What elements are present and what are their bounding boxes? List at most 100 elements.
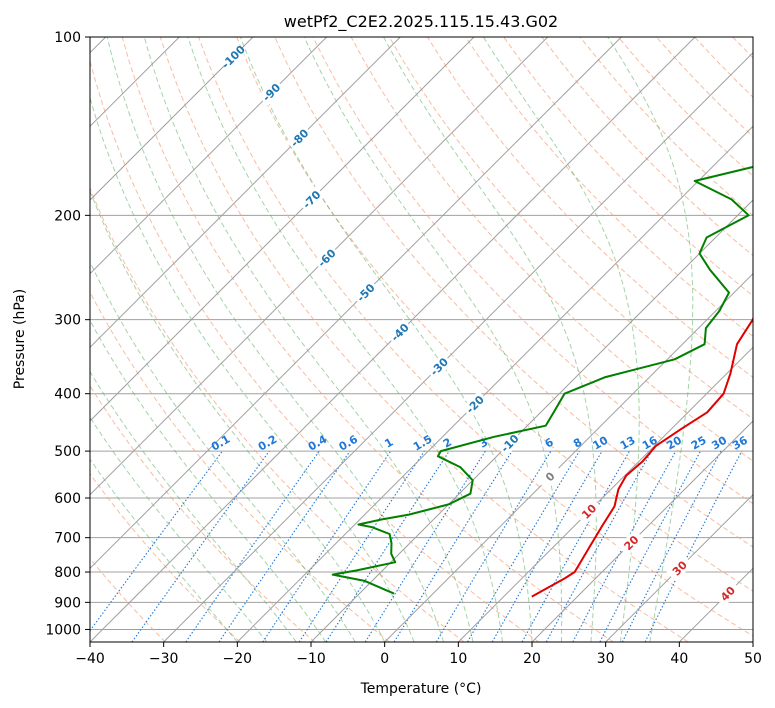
dry-adiabat — [90, 557, 166, 642]
dry-adiabat — [121, 37, 614, 642]
moist-adiabat — [187, 37, 503, 642]
x-tick-label: 50 — [744, 651, 762, 667]
dry-adiabat — [350, 37, 753, 462]
isotherm-line — [90, 37, 549, 496]
mixing-ratio-line — [131, 450, 270, 642]
dry-adiabat — [426, 37, 753, 378]
pressure-gridlines — [90, 37, 753, 630]
isotherm-line — [163, 51, 753, 642]
y-tick-label: 1000 — [45, 622, 81, 638]
mixing-ratio-line — [185, 450, 320, 642]
dry-adiabat — [503, 37, 753, 297]
dry-adiabat — [198, 37, 753, 637]
x-tick-label: −20 — [223, 651, 253, 667]
moist-adiabat — [239, 37, 533, 642]
moist-adiabat — [607, 37, 694, 642]
x-tick-label: −10 — [296, 651, 326, 667]
dry-adiabat — [90, 186, 465, 642]
mixing-ratio-lines — [90, 450, 743, 642]
y-tick-label: 100 — [54, 30, 81, 46]
temperature-line — [531, 316, 753, 598]
dry-adiabat — [90, 384, 316, 642]
dry-adiabat — [236, 37, 753, 592]
dry-adiabat — [159, 37, 689, 642]
y-tick-label: 700 — [54, 531, 81, 547]
isotherm-line — [384, 272, 753, 642]
moist-adiabat — [90, 189, 386, 642]
y-tick-label: 300 — [54, 313, 81, 329]
y-tick-label: 900 — [54, 595, 81, 611]
dry-adiabat — [90, 59, 540, 642]
y-tick-label: 200 — [54, 208, 81, 224]
isotherm-label-bg — [219, 43, 247, 71]
moist-adiabat — [90, 416, 268, 642]
x-tick-label: 30 — [597, 651, 615, 667]
isotherm-line — [90, 37, 328, 275]
x-tick-label: −30 — [149, 651, 179, 667]
profile-series — [331, 165, 753, 598]
y-tick-label: 400 — [54, 387, 81, 403]
moist-adiabat — [383, 37, 597, 642]
mixing-ratio-line — [218, 450, 351, 642]
isotherm-line — [605, 493, 753, 642]
y-axis-label: Pressure (hPa) — [12, 289, 28, 389]
isotherm-line — [310, 199, 753, 642]
isotherm-line — [457, 346, 753, 642]
mixing-ratio-line — [599, 450, 701, 642]
isotherm-label-bg — [536, 463, 564, 491]
mixing-ratio-line — [262, 450, 392, 642]
x-tick-label: 20 — [523, 651, 541, 667]
isotherm-label-bg — [714, 580, 742, 608]
y-tick-label: 500 — [54, 444, 81, 460]
mixing-ratio-line — [325, 450, 450, 642]
dry-adiabat — [90, 291, 390, 642]
isotherm-label-bg — [461, 390, 489, 418]
isotherm-label-bg — [666, 554, 693, 582]
x-tick-label: 40 — [670, 651, 688, 667]
dry-adiabat — [90, 472, 241, 642]
moist-adiabat — [90, 319, 327, 642]
mixing-ratio-line — [545, 450, 653, 642]
isotherm-line — [90, 37, 254, 201]
mixing-ratio-line — [572, 450, 677, 642]
isotherm-label-bg — [286, 124, 313, 152]
mixing-ratio-line — [644, 450, 743, 642]
plot-frame — [89, 36, 754, 643]
y-axis-ticks: 100 200 300 400 500 600 700 800 900 1000 — [45, 30, 90, 638]
mixing-ratio-line — [364, 450, 486, 642]
x-tick-label: −40 — [75, 651, 105, 667]
isotherm-label-bg — [298, 185, 326, 213]
isotherm-line — [90, 37, 475, 422]
mixing-ratio-line — [521, 450, 630, 642]
chart-title: wetPf2_C2E2.2025.115.15.43.G02 — [284, 12, 558, 32]
isotherm-line — [90, 37, 622, 570]
mixing-ratio-line — [621, 450, 722, 642]
x-axis-ticks: −40 −30 −20 −10 0 10 20 30 40 50 — [75, 642, 762, 667]
mixing-ratio-line — [435, 450, 552, 642]
x-tick-label: 0 — [380, 651, 389, 667]
mixing-ratio-line — [90, 450, 223, 632]
moist-adiabat — [303, 37, 563, 642]
x-axis-label: Temperature (°C) — [360, 681, 482, 697]
dry-adiabats — [90, 37, 753, 642]
mixing-ratio-line — [393, 450, 513, 642]
moist-adiabats — [90, 37, 694, 642]
moist-adiabat — [90, 458, 238, 642]
isotherm-label-bg — [313, 244, 341, 272]
isotherm-line — [236, 125, 753, 642]
isotherm-label-bg — [425, 353, 453, 381]
dewpoint-line — [331, 165, 753, 595]
y-tick-label: 800 — [54, 565, 81, 581]
isotherm-label-bg — [257, 78, 285, 106]
dry-adiabat — [274, 37, 753, 548]
isotherm-label-bg — [617, 529, 645, 557]
mixing-ratio-line — [298, 450, 425, 642]
isotherm-label-bg — [496, 429, 524, 457]
moist-adiabat — [482, 37, 640, 642]
isotherm-label-bg — [575, 497, 603, 525]
x-tick-label: 10 — [449, 651, 467, 667]
moist-adiabat — [90, 260, 356, 642]
moist-adiabat — [106, 37, 445, 642]
